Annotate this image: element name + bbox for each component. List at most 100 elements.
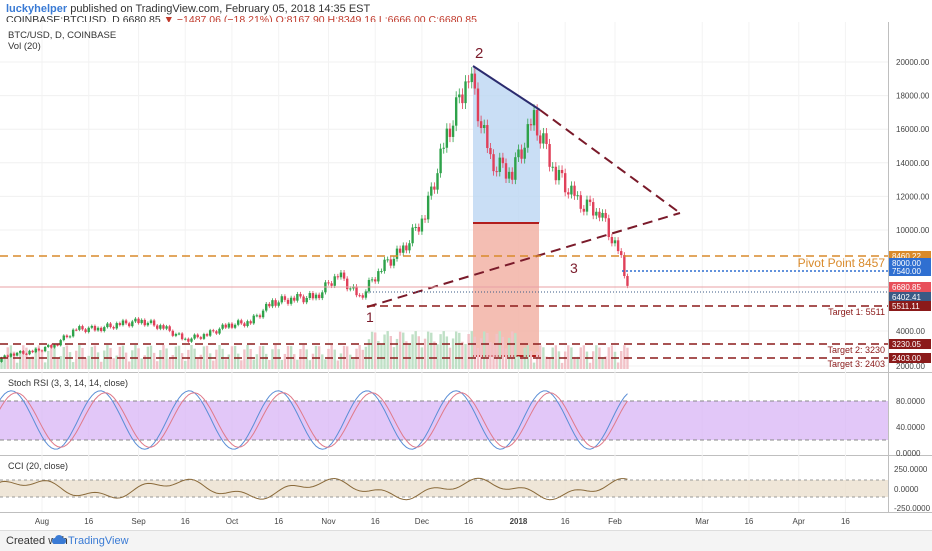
volume-bar (454, 331, 458, 369)
candle-body (146, 322, 150, 326)
candle-body (103, 327, 106, 332)
volume-bar (501, 336, 505, 369)
cci-legend[interactable]: CCI (20, close) (8, 461, 68, 471)
volume-bar (15, 362, 19, 369)
price-badge-label: 3230.05 (892, 340, 921, 349)
volume-bar (514, 333, 517, 369)
candle-body (492, 154, 495, 172)
candle-body (93, 325, 97, 331)
volume-bar (542, 347, 545, 369)
target-zone (473, 223, 539, 356)
volume-bar (458, 332, 461, 369)
candle-body (78, 326, 81, 330)
candle-body (433, 186, 436, 190)
volume-bar (470, 331, 473, 369)
volume-legend[interactable]: Vol (20) (8, 41, 41, 52)
volume-bar (168, 358, 171, 369)
candle-body (504, 163, 508, 179)
volume-bar (563, 351, 567, 369)
candle-body (570, 185, 573, 195)
x-tick-label: 2018 (510, 517, 528, 526)
stoch-k-line (0, 390, 628, 450)
volume-bar (103, 350, 106, 369)
candle-body (495, 171, 498, 173)
candle-body (205, 334, 209, 336)
target1-label: Target 1: 5511 (828, 307, 885, 317)
candle-body (314, 294, 318, 299)
volume-bar (243, 349, 246, 369)
publish-header: luckyhelper published on TradingView.com… (0, 0, 932, 26)
candle-body (62, 335, 65, 341)
pivot-label: Pivot Point 8457 (798, 256, 886, 270)
candle-body (420, 218, 424, 232)
volume-bar (402, 332, 405, 369)
volume-bar (380, 344, 383, 369)
candle-body (579, 195, 582, 209)
candle-body (224, 324, 227, 328)
author-link[interactable]: luckyhelper (6, 3, 68, 15)
volume-bar (22, 345, 25, 369)
candle-body (367, 279, 371, 292)
triangle-upper-line[interactable] (539, 109, 681, 214)
candle-body (22, 350, 25, 354)
stoch-tick-label: 80.0000 (896, 397, 925, 406)
volume-bar (504, 348, 508, 369)
volume-bar (620, 351, 623, 369)
volume-bar (193, 348, 196, 369)
candle-body (265, 303, 268, 311)
price-badge (889, 353, 931, 363)
symbol-legend[interactable]: BTC/USD, D, COINBASE (8, 30, 116, 41)
candle-body (47, 344, 50, 347)
candle-body (286, 299, 290, 304)
candle-body (199, 337, 203, 339)
candle-body (426, 195, 430, 220)
volume-bar (258, 346, 262, 369)
candle-body (59, 340, 62, 346)
candle-body (218, 328, 221, 334)
stoch-legend[interactable]: Stoch RSI (3, 3, 14, 14, close) (8, 378, 128, 388)
volume-bar (75, 350, 78, 369)
main-pane[interactable] (0, 22, 888, 372)
candle-body (523, 147, 526, 159)
candle-body (620, 251, 623, 256)
volume-bar (511, 331, 514, 369)
triangle-lower-line[interactable] (366, 212, 681, 308)
candle-body (423, 218, 427, 220)
wave-label-3: 3 (570, 260, 578, 276)
candle-body (190, 338, 193, 342)
candle-body (184, 338, 187, 340)
x-tick-label: Mar (695, 517, 709, 526)
candle-body (467, 81, 470, 83)
volume-bar (545, 356, 548, 369)
volume-bar (486, 332, 489, 369)
volume-bar (296, 359, 299, 369)
volume-bar (439, 334, 442, 369)
candle-body (539, 135, 542, 144)
volume-bar (199, 354, 203, 369)
stoch-band (0, 401, 888, 440)
candle-body (140, 319, 143, 324)
x-tick-label: Feb (608, 517, 622, 526)
candle-body (405, 245, 408, 251)
candle-body (137, 318, 140, 324)
candle-body (489, 148, 492, 155)
candle-body (336, 276, 340, 278)
tradingview-brand[interactable]: TradingView (68, 535, 129, 547)
volume-bar (408, 344, 411, 369)
volume-bar (134, 345, 137, 369)
candle-body (451, 125, 455, 137)
candle-body (127, 323, 131, 327)
volume-bar (573, 356, 576, 369)
trend-line-top[interactable] (472, 65, 541, 111)
candle-body (342, 272, 346, 279)
volume-bar (184, 360, 187, 369)
tradingview-cloud-icon[interactable] (52, 534, 66, 549)
candle-body (193, 334, 196, 339)
candle-body (118, 323, 122, 326)
volume-bar (37, 345, 41, 369)
volume-bar (236, 353, 240, 369)
candle-body (240, 320, 243, 324)
chart-canvas[interactable]: 2 1 3 Pivot Point 8457 Target 1: 5511 Ta… (0, 22, 932, 530)
candle-body (202, 334, 206, 339)
candle-body (174, 333, 178, 336)
